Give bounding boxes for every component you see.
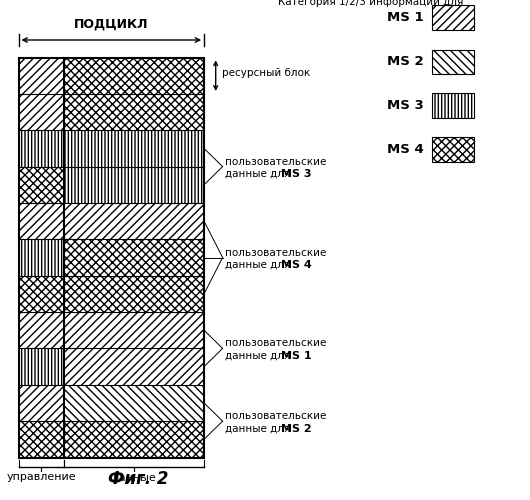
Text: MS 1: MS 1 [281, 351, 312, 361]
Bar [432, 94, 474, 118]
Bar [432, 50, 474, 74]
Text: MS 3: MS 3 [387, 99, 424, 112]
Bar [64, 312, 204, 348]
Bar [19, 58, 204, 458]
Bar [19, 240, 64, 276]
Bar [64, 240, 204, 276]
Text: данные для: данные для [225, 351, 294, 361]
Bar [64, 203, 204, 239]
Text: MS 2: MS 2 [281, 424, 312, 434]
Bar [19, 312, 64, 348]
Bar [19, 130, 64, 166]
Bar [64, 276, 204, 312]
Bar [432, 138, 474, 162]
Text: данные: данные [111, 472, 156, 482]
Bar [19, 276, 64, 312]
Text: ресурсный блок: ресурсный блок [222, 68, 311, 78]
Text: MS 4: MS 4 [387, 143, 424, 156]
Bar [19, 203, 64, 239]
Bar [64, 385, 204, 421]
Text: данные для: данные для [225, 424, 294, 434]
Bar [19, 58, 64, 94]
Bar [19, 166, 64, 203]
Bar [19, 385, 64, 421]
Text: MS 1: MS 1 [387, 11, 424, 24]
Bar [19, 348, 64, 385]
Text: Фиг. 2: Фиг. 2 [108, 470, 168, 488]
Bar [64, 348, 204, 385]
Text: пользовательские: пользовательские [225, 248, 326, 258]
Text: MS 4: MS 4 [281, 260, 312, 270]
Text: MS 3: MS 3 [281, 169, 312, 179]
Text: управление: управление [6, 472, 76, 482]
Bar [19, 94, 64, 130]
Text: данные для: данные для [225, 169, 294, 179]
Text: данные для: данные для [225, 260, 294, 270]
Bar [64, 94, 204, 130]
Bar [432, 6, 474, 30]
Text: пользовательские: пользовательские [225, 411, 326, 421]
Bar [64, 166, 204, 203]
Bar [64, 58, 204, 94]
Text: Категория 1/2/3 информации для: Категория 1/2/3 информации для [278, 0, 464, 6]
Text: пользовательские: пользовательские [225, 156, 326, 166]
Bar [64, 421, 204, 458]
Text: ПОДЦИКЛ: ПОДЦИКЛ [74, 18, 148, 31]
Text: MS 2: MS 2 [387, 55, 424, 68]
Bar [64, 130, 204, 166]
Bar [19, 421, 64, 458]
Text: пользовательские: пользовательские [225, 338, 326, 348]
